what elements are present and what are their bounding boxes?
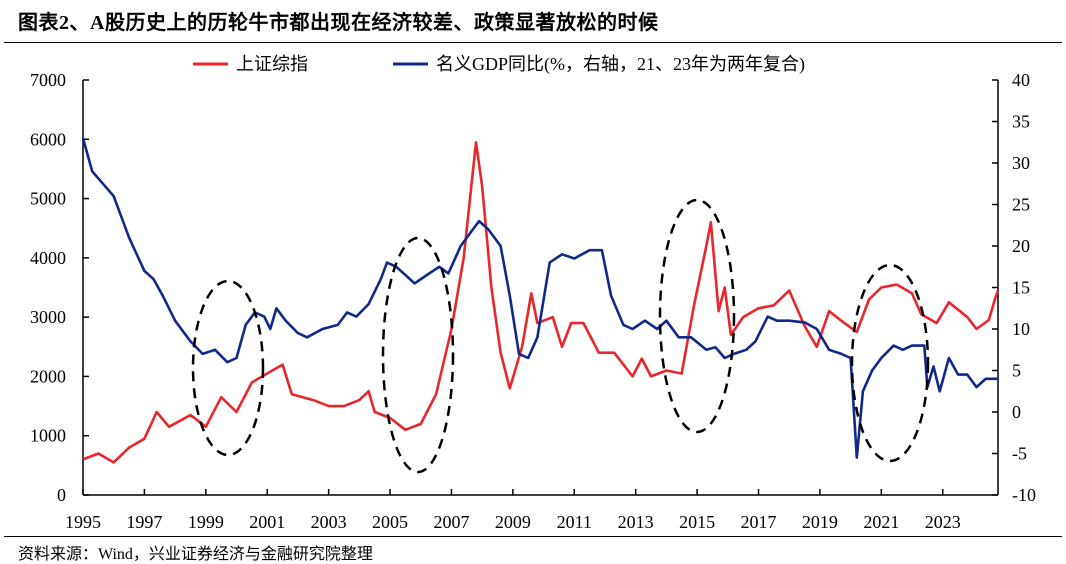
top-rule [4,42,1062,43]
nominal-gdp-line [81,137,998,459]
left-y-tick-label: 0 [57,485,66,505]
right-y-tick-label: 30 [1012,153,1030,173]
left-y-tick-label: 4000 [30,248,66,268]
series-layer [81,137,1000,464]
right-y-tick-label: 5 [1012,361,1021,381]
right-y-tick-label: 0 [1012,402,1021,422]
sse-composite-line [82,141,1000,464]
left-y-tick-label: 5000 [30,189,66,209]
right-y-tick-label: 20 [1012,236,1030,256]
x-tick-label: 2023 [925,512,961,532]
x-tick-label: 2009 [495,512,531,532]
left-y-tick-label: 3000 [30,307,66,327]
left-y-tick-label: 7000 [30,70,66,90]
x-tick-label: 2005 [372,512,408,532]
legend-label-gdp: 名义GDP同比(%，右轴，21、23年为两年复合) [436,54,805,75]
chart-title: 图表2、A股历史上的历轮牛市都出现在经济较差、政策显著放松的时候 [18,12,659,34]
x-tick-label: 2011 [557,512,592,532]
x-tick-label: 1997 [126,512,162,532]
right-y-tick-label: 15 [1012,278,1030,298]
legend-label-sse: 上证综指 [236,54,308,74]
source-note: 资料来源：Wind，兴业证券经济与金融研究院整理 [18,546,373,563]
dashed-ellipse-annotation [191,279,265,457]
annotation-ellipses [191,198,930,474]
dashed-ellipse-annotation [850,263,930,463]
right-y-tick-label: -10 [1012,485,1036,505]
x-tick-label: 2015 [679,512,715,532]
left-y-tick-label: 2000 [30,366,66,386]
x-tick-label: 2019 [802,512,838,532]
right-y-tick-label: 40 [1012,70,1030,90]
x-tick-label: 2017 [741,512,777,532]
x-tick-label: 2003 [311,512,347,532]
right-y-tick-label: 35 [1012,112,1030,132]
right-y-tick-label: 25 [1012,195,1030,215]
x-tick-label: 2021 [863,512,899,532]
x-tick-label: 2001 [249,512,285,532]
axes: 1995 1997 1999 2001 2003 2005 2007 2009 2011 2013… [30,70,1036,532]
bottom-rule [4,536,1062,537]
legend: 上证综指 名义GDP同比(%，右轴，21、23年为两年复合) [193,54,805,75]
x-tick-label: 2013 [618,512,654,532]
x-tick-label: 1995 [65,512,101,532]
dashed-ellipse-annotation [658,198,736,434]
x-tick-label: 2007 [433,512,469,532]
right-y-tick-label: 10 [1012,319,1030,339]
x-tick-label: 1999 [188,512,224,532]
right-y-tick-label: -5 [1012,444,1027,464]
dashed-ellipse-annotation [381,236,455,474]
left-y-tick-label: 6000 [30,129,66,149]
left-y-tick-label: 1000 [30,426,66,446]
